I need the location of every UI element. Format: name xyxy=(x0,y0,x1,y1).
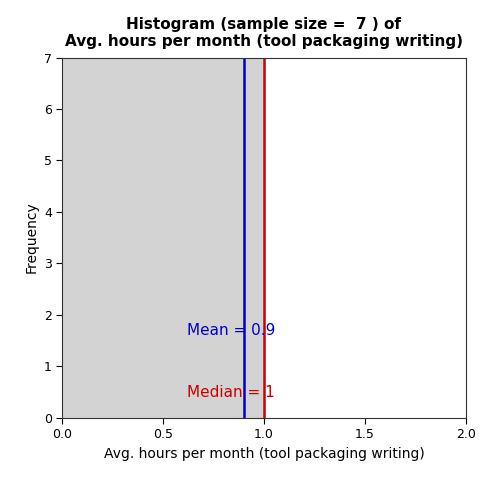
Y-axis label: Frequency: Frequency xyxy=(24,202,38,274)
Title: Histogram (sample size =  7 ) of
Avg. hours per month (tool packaging writing): Histogram (sample size = 7 ) of Avg. hou… xyxy=(65,17,463,49)
Bar xyxy=(62,58,264,418)
Text: Mean = 0.9: Mean = 0.9 xyxy=(187,323,276,338)
X-axis label: Avg. hours per month (tool packaging writing): Avg. hours per month (tool packaging wri… xyxy=(104,446,424,461)
Text: Median = 1: Median = 1 xyxy=(187,384,275,399)
